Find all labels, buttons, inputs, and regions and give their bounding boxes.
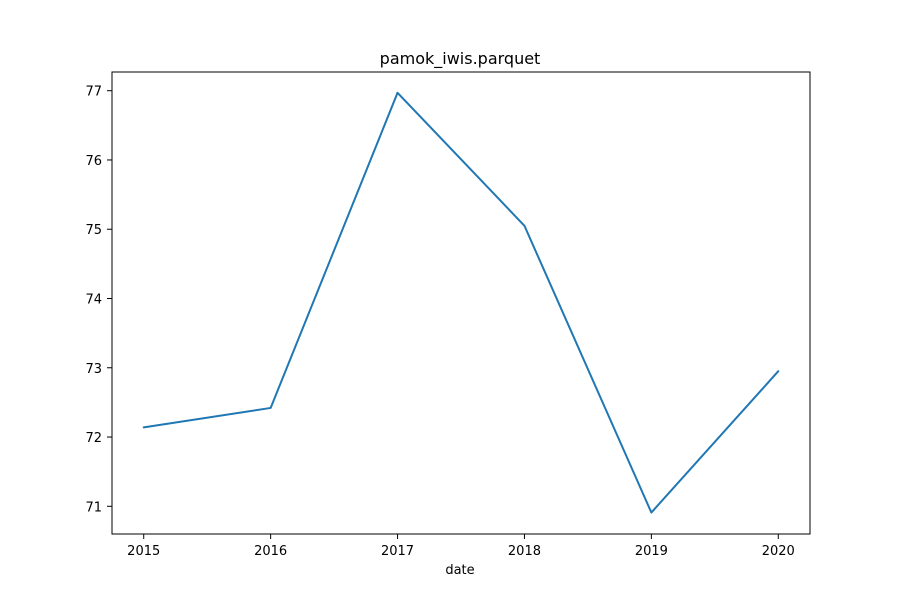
x-tick-label: 2016 <box>254 544 287 559</box>
plot-frame <box>111 71 811 535</box>
x-tick-label: 2017 <box>381 544 414 559</box>
y-tick-label: 73 <box>85 362 102 377</box>
y-tick-label: 71 <box>85 500 102 515</box>
chart-title: pamok_iwis.parquet <box>380 49 541 69</box>
x-axis-label: date <box>445 563 474 578</box>
x-tick-label: 2015 <box>127 544 160 559</box>
x-tick-label: 2018 <box>508 544 541 559</box>
x-tick-label: 2020 <box>762 544 795 559</box>
series-layer <box>142 91 780 514</box>
y-tick-label: 74 <box>85 292 102 307</box>
y-tick-label: 77 <box>85 85 102 100</box>
axes-layer: 2015 2016 2017 2018 2019 2020 71 72 73 74 75 76 77 <box>85 71 811 559</box>
series-line-0 <box>142 91 780 514</box>
y-tick-label: 76 <box>85 154 102 169</box>
y-tick-label: 72 <box>85 431 102 446</box>
y-tick-label: 75 <box>85 223 102 238</box>
x-tick-label: 2019 <box>635 544 668 559</box>
